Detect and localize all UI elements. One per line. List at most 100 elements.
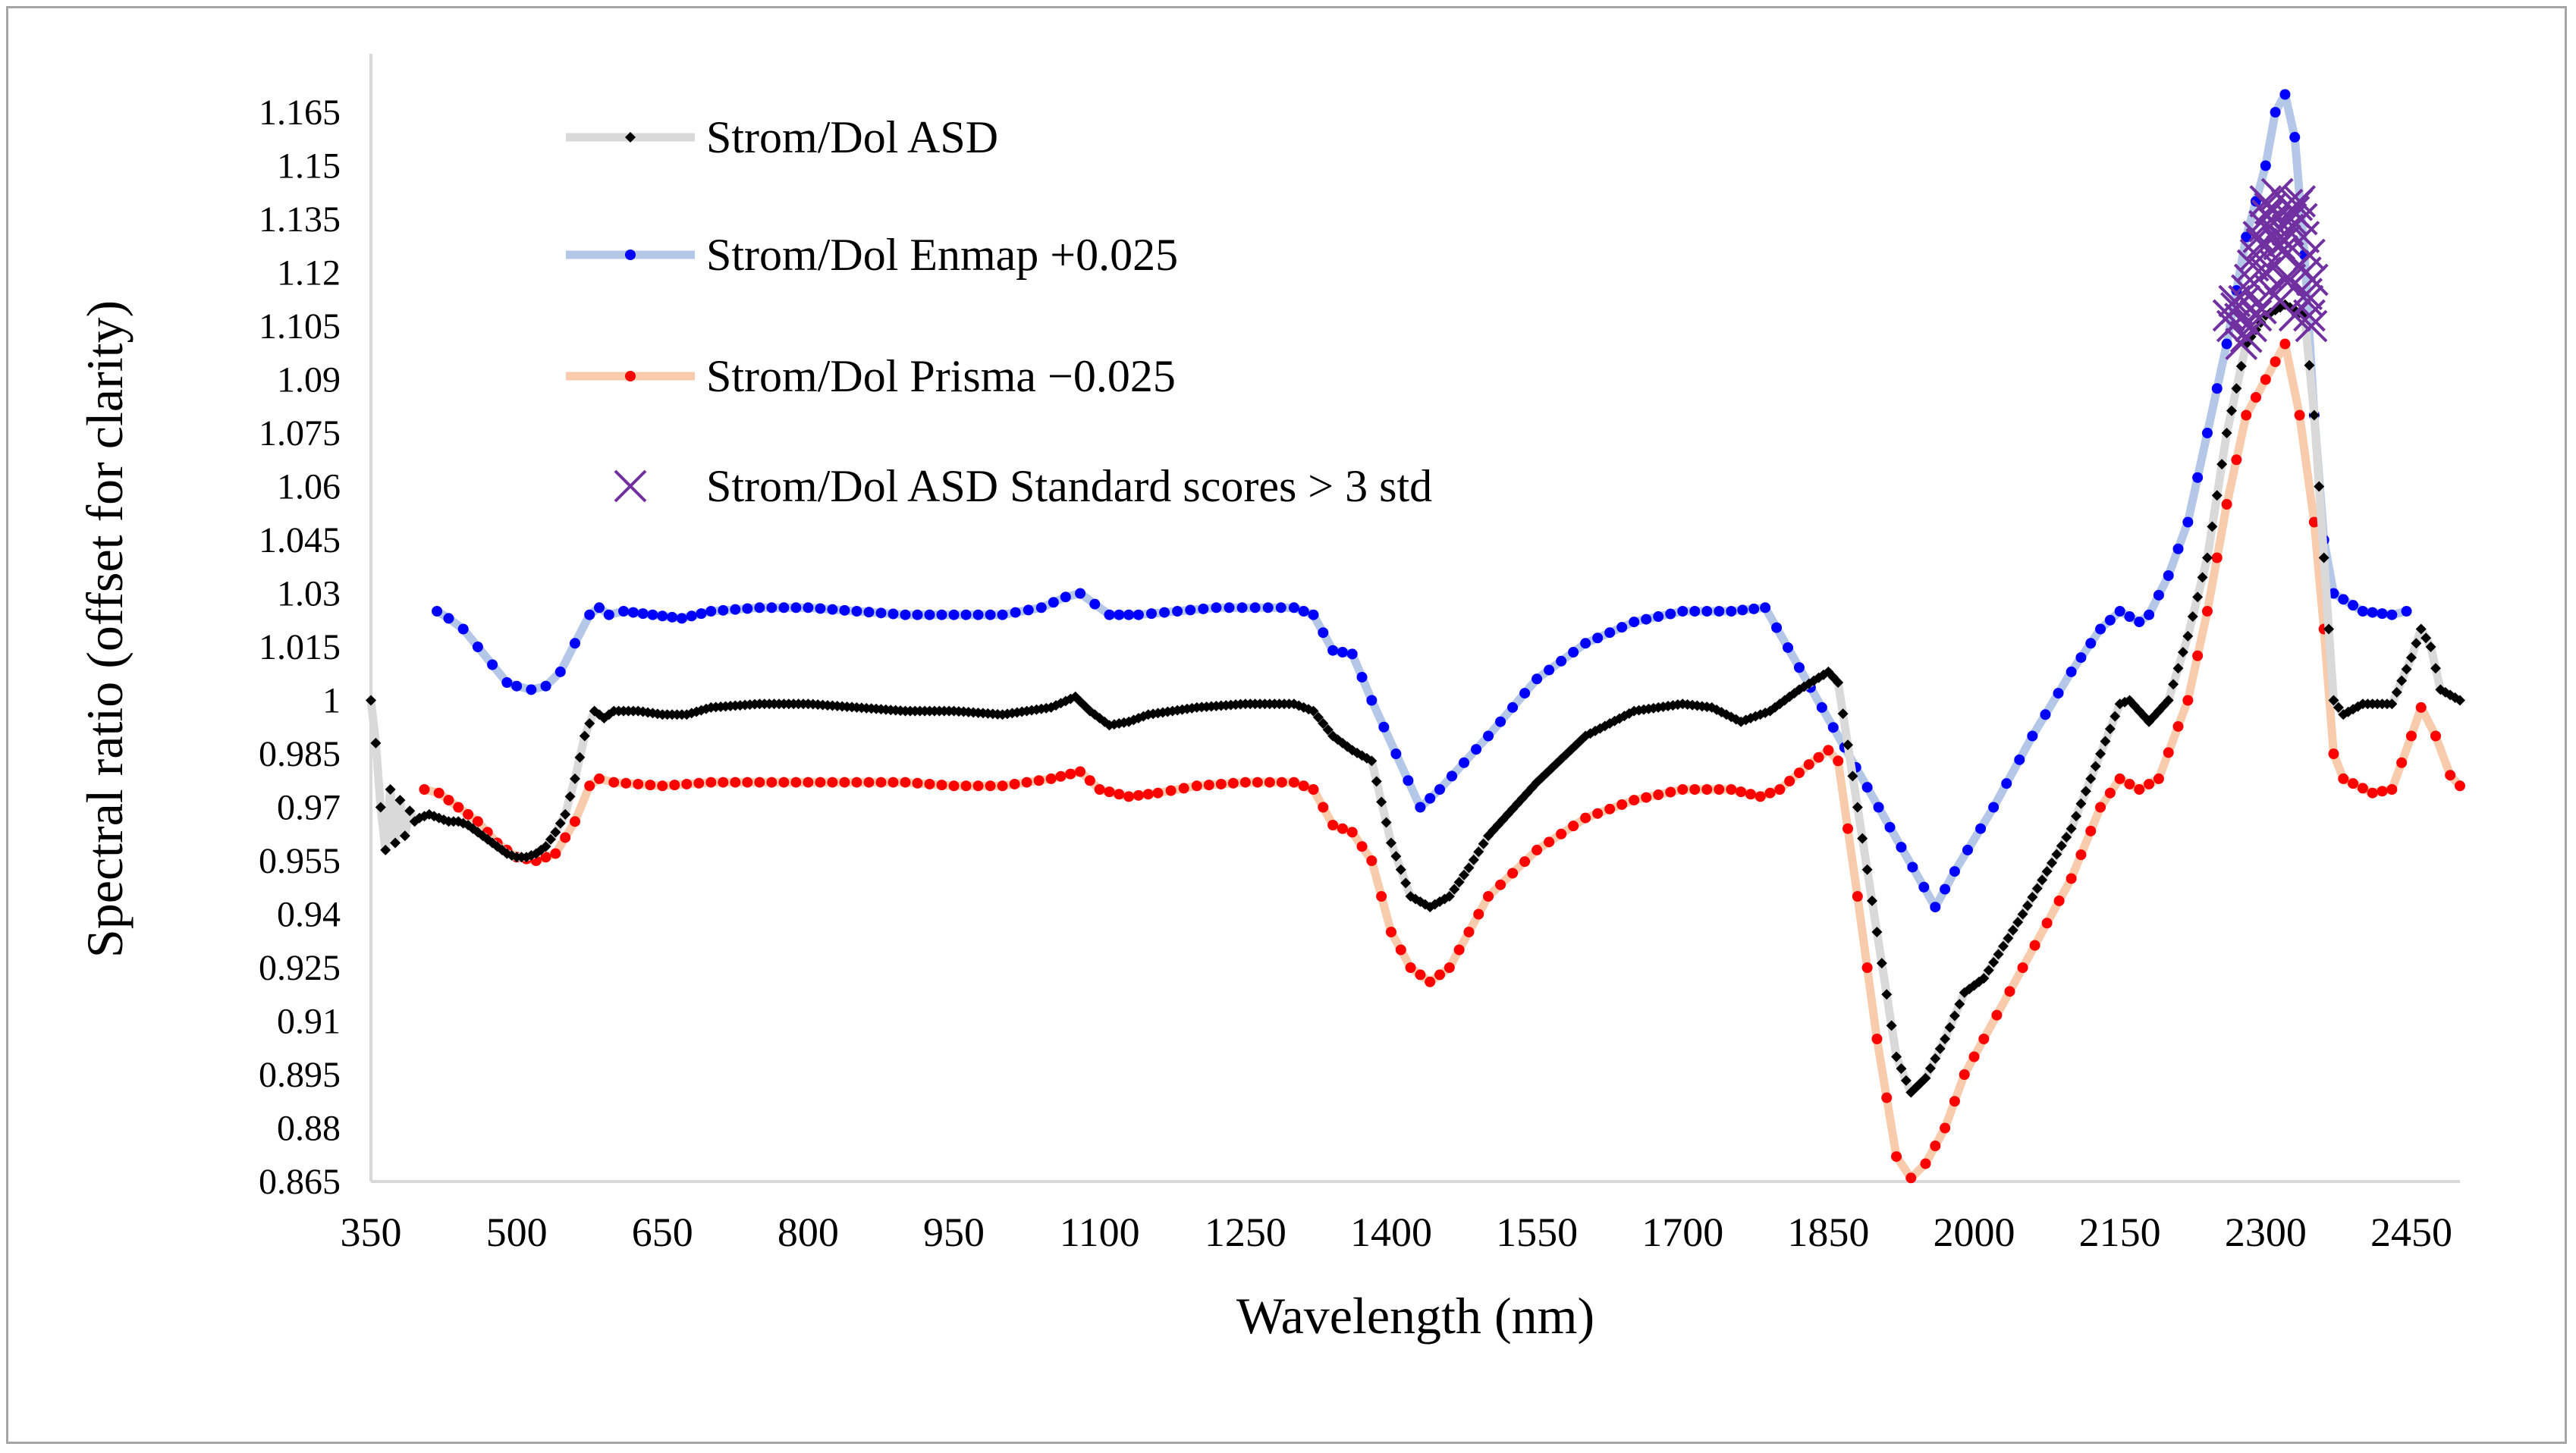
data-point <box>948 780 960 792</box>
data-point <box>1959 1069 1970 1080</box>
data-point <box>669 780 680 791</box>
data-point <box>1060 592 1071 603</box>
data-point <box>972 609 984 620</box>
data-point <box>1556 828 1567 839</box>
data-point <box>2430 730 2441 742</box>
data-point <box>433 787 445 799</box>
x-tick-label: 1250 <box>1205 1210 1286 1255</box>
data-point <box>2405 652 2417 664</box>
data-point <box>2182 695 2194 706</box>
data-point <box>1215 778 1227 789</box>
y-tick-label: 1.06 <box>277 467 341 507</box>
data-point <box>2249 256 2282 289</box>
data-point <box>1009 778 1020 789</box>
data-point <box>1444 891 1455 902</box>
data-point <box>1993 949 2004 960</box>
data-point <box>2328 748 2339 759</box>
data-point <box>647 609 658 620</box>
data-point <box>1459 757 1470 768</box>
data-point <box>2085 638 2097 649</box>
data-point <box>1930 902 1941 913</box>
data-point <box>936 780 947 791</box>
data-point <box>657 610 668 622</box>
data-point <box>2233 263 2267 297</box>
data-point <box>2017 962 2028 973</box>
data-point <box>1495 879 1506 890</box>
data-point <box>1568 647 1579 658</box>
data-point <box>2047 857 2058 868</box>
x-tick-label: 950 <box>923 1210 985 1255</box>
data-point <box>2338 773 2349 784</box>
data-point <box>1415 969 1426 981</box>
data-point <box>1308 784 1319 795</box>
data-point <box>2455 695 2465 706</box>
data-point <box>1276 777 1287 788</box>
data-point <box>1764 787 1776 799</box>
data-point <box>2014 754 2025 765</box>
data-point <box>2260 374 2271 385</box>
data-point <box>1653 611 1664 623</box>
data-point <box>1544 664 1555 676</box>
data-point <box>526 684 537 695</box>
data-point <box>1075 766 1086 777</box>
data-point <box>2216 459 2228 470</box>
data-point <box>1376 891 1387 902</box>
x-tick-label: 1700 <box>1641 1210 1723 1255</box>
data-point <box>1236 602 1248 614</box>
data-point <box>863 607 875 618</box>
y-tick-label: 1.15 <box>277 146 341 187</box>
data-point <box>1385 927 1396 937</box>
x-axis-title: Wavelength (nm) <box>1236 1287 1594 1345</box>
data-point <box>2221 338 2232 350</box>
data-point <box>1468 854 1479 865</box>
data-point <box>1473 909 1484 920</box>
data-point <box>2226 405 2237 416</box>
data-point <box>1833 755 1844 767</box>
x-tick-label: 1550 <box>1496 1210 1578 1255</box>
data-point <box>569 638 580 649</box>
data-point <box>1395 864 1406 875</box>
data-point <box>603 609 614 620</box>
data-point <box>375 802 386 813</box>
data-point <box>2338 594 2349 605</box>
data-point <box>1771 622 1783 633</box>
data-point <box>2425 642 2436 652</box>
data-point <box>472 816 483 827</box>
data-point <box>912 609 923 620</box>
data-point <box>924 778 935 789</box>
data-point <box>2314 481 2325 492</box>
y-tick-label: 0.925 <box>259 948 341 988</box>
data-point <box>472 642 483 652</box>
data-point <box>2124 778 2135 789</box>
data-point <box>1227 777 1239 789</box>
data-point <box>1544 836 1555 848</box>
data-point <box>1459 869 1470 880</box>
data-point <box>1478 838 1489 849</box>
data-point <box>1249 602 1261 614</box>
data-point <box>2075 849 2087 861</box>
data-point <box>625 132 636 143</box>
x-tick-labels: 350 500 650 800 950 1100 1250 1400 1550 1700 1850 2… <box>341 1210 2452 1255</box>
data-point <box>1178 783 1189 794</box>
data-point <box>594 773 605 784</box>
data-point <box>2085 773 2097 784</box>
data-point <box>887 777 899 788</box>
data-point <box>1262 602 1274 614</box>
data-point <box>851 606 862 617</box>
data-point <box>2357 783 2368 794</box>
data-point <box>457 623 469 635</box>
data-point <box>2367 607 2378 618</box>
data-point <box>394 795 406 806</box>
data-point <box>1701 606 1713 617</box>
data-point <box>1861 782 1873 793</box>
data-point <box>550 848 561 859</box>
data-point <box>1318 718 1329 730</box>
data-point <box>1896 842 1907 853</box>
data-point <box>2041 866 2053 877</box>
data-point <box>1653 789 1664 801</box>
data-point <box>924 609 935 620</box>
data-point <box>1415 802 1426 813</box>
data-point <box>1224 602 1235 614</box>
data-point <box>1580 638 1591 649</box>
data-point <box>2308 410 2320 421</box>
